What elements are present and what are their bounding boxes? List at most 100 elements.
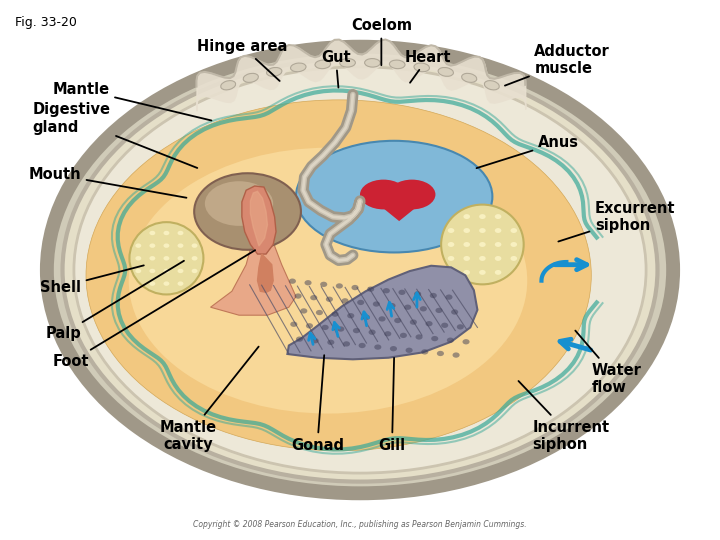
Circle shape xyxy=(420,306,427,312)
Circle shape xyxy=(374,345,382,350)
Circle shape xyxy=(426,321,433,326)
Circle shape xyxy=(410,320,417,325)
Circle shape xyxy=(316,310,323,315)
Ellipse shape xyxy=(390,60,405,69)
Circle shape xyxy=(363,315,370,320)
Ellipse shape xyxy=(485,80,499,90)
Ellipse shape xyxy=(129,148,527,414)
Circle shape xyxy=(163,231,169,235)
Ellipse shape xyxy=(389,180,436,210)
Circle shape xyxy=(464,214,470,219)
Circle shape xyxy=(448,228,454,233)
Ellipse shape xyxy=(221,80,235,90)
Circle shape xyxy=(495,256,501,261)
Polygon shape xyxy=(258,254,273,292)
Circle shape xyxy=(389,303,395,308)
Circle shape xyxy=(150,231,156,235)
Text: Mouth: Mouth xyxy=(28,167,186,198)
Circle shape xyxy=(135,244,141,248)
Text: Excurrent
siphon: Excurrent siphon xyxy=(558,201,675,241)
Text: Hinge area: Hinge area xyxy=(197,39,288,81)
Circle shape xyxy=(431,336,438,341)
Circle shape xyxy=(384,331,391,336)
Circle shape xyxy=(294,293,302,299)
Circle shape xyxy=(367,287,374,292)
Circle shape xyxy=(464,228,470,233)
Circle shape xyxy=(150,269,156,273)
Ellipse shape xyxy=(360,180,407,210)
Circle shape xyxy=(448,256,454,261)
Circle shape xyxy=(310,295,318,300)
Circle shape xyxy=(404,305,411,310)
Circle shape xyxy=(479,270,486,275)
Circle shape xyxy=(448,242,454,247)
Circle shape xyxy=(405,348,413,353)
Circle shape xyxy=(343,341,350,347)
Ellipse shape xyxy=(364,58,380,67)
Circle shape xyxy=(373,301,380,307)
Circle shape xyxy=(135,256,141,260)
Circle shape xyxy=(306,323,313,328)
Circle shape xyxy=(510,228,517,233)
Ellipse shape xyxy=(266,68,282,76)
Text: Copyright © 2008 Pearson Education, Inc., publishing as Pearson Benjamin Cumming: Copyright © 2008 Pearson Education, Inc.… xyxy=(193,521,527,529)
Text: Incurrent
siphon: Incurrent siphon xyxy=(518,381,609,452)
Circle shape xyxy=(451,309,458,315)
Circle shape xyxy=(479,228,486,233)
Text: Fig. 33-20: Fig. 33-20 xyxy=(15,16,77,29)
Circle shape xyxy=(328,340,334,345)
Circle shape xyxy=(135,269,141,273)
Circle shape xyxy=(383,288,390,293)
Ellipse shape xyxy=(194,173,301,250)
Circle shape xyxy=(163,269,169,273)
Circle shape xyxy=(289,279,296,284)
Circle shape xyxy=(479,256,486,261)
Circle shape xyxy=(369,329,376,335)
Circle shape xyxy=(331,312,338,317)
Ellipse shape xyxy=(86,100,591,451)
Circle shape xyxy=(290,322,297,327)
Ellipse shape xyxy=(315,60,330,69)
Circle shape xyxy=(464,242,470,247)
Ellipse shape xyxy=(63,58,657,482)
Circle shape xyxy=(305,280,312,286)
Circle shape xyxy=(163,244,169,248)
Circle shape xyxy=(446,294,452,300)
Circle shape xyxy=(479,242,486,247)
Polygon shape xyxy=(287,266,477,359)
Text: Gonad: Gonad xyxy=(291,355,344,453)
Ellipse shape xyxy=(130,222,204,294)
Circle shape xyxy=(300,308,307,314)
Circle shape xyxy=(150,281,156,286)
Ellipse shape xyxy=(462,73,477,83)
Circle shape xyxy=(414,291,421,296)
Circle shape xyxy=(312,338,319,343)
Circle shape xyxy=(336,284,343,288)
Text: Coelom: Coelom xyxy=(351,18,412,65)
Circle shape xyxy=(495,214,501,219)
Circle shape xyxy=(178,269,184,273)
Circle shape xyxy=(464,270,470,275)
Text: Digestive
gland: Digestive gland xyxy=(32,102,197,168)
Ellipse shape xyxy=(74,67,646,473)
Ellipse shape xyxy=(205,181,273,226)
Circle shape xyxy=(462,339,469,345)
Polygon shape xyxy=(242,186,276,254)
Text: Heart: Heart xyxy=(405,50,451,83)
Polygon shape xyxy=(210,185,296,315)
Circle shape xyxy=(341,298,348,303)
Circle shape xyxy=(495,270,501,275)
Ellipse shape xyxy=(438,68,454,76)
Circle shape xyxy=(447,338,454,343)
Circle shape xyxy=(178,256,184,260)
Circle shape xyxy=(192,269,197,273)
Circle shape xyxy=(456,324,464,329)
Circle shape xyxy=(192,256,197,260)
Circle shape xyxy=(510,256,517,261)
Circle shape xyxy=(394,318,401,323)
Ellipse shape xyxy=(296,141,492,253)
Circle shape xyxy=(441,322,449,328)
Circle shape xyxy=(390,346,397,352)
Circle shape xyxy=(510,242,517,247)
Polygon shape xyxy=(251,191,268,246)
